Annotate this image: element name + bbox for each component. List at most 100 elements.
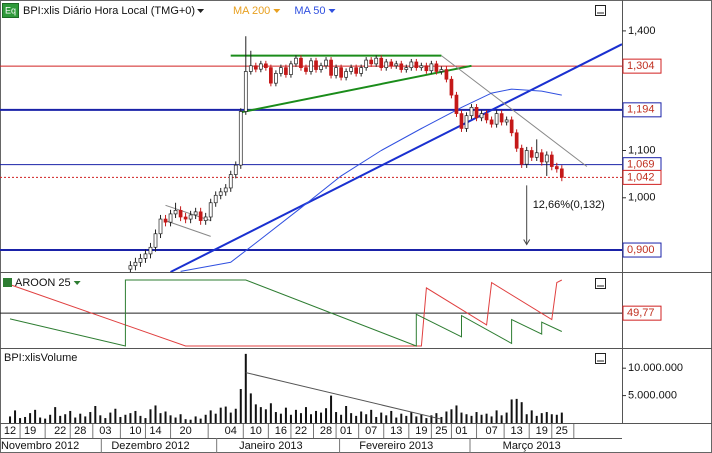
close-button[interactable] [595, 278, 606, 289]
trend-line [245, 372, 442, 420]
candle-body [509, 119, 514, 134]
candle-body [203, 216, 208, 221]
candle-body [153, 233, 158, 248]
level-label: 1,194 [627, 104, 655, 116]
candle-body [138, 258, 143, 263]
legend-label: BPI:xlisVolume [4, 352, 77, 364]
x-tick-label: 12 [4, 425, 16, 437]
dropdown-arrow [197, 9, 205, 13]
price-panel [0, 36, 622, 272]
x-tick-label: 19 [415, 425, 427, 437]
candle-body [519, 147, 524, 165]
candle-body [128, 265, 133, 270]
y-tick-label: 1,100 [628, 144, 656, 156]
candle-body [319, 65, 323, 70]
x-tick-label: 25 [556, 425, 568, 437]
candle-body [264, 63, 268, 69]
candle-body [188, 214, 193, 220]
candle-body [514, 132, 519, 149]
trend-line [441, 55, 588, 167]
level-label: 1,069 [627, 159, 655, 171]
candle-body [399, 63, 404, 70]
candle-body [294, 57, 298, 65]
x-tick-label: 04 [225, 425, 237, 437]
x-tick-label: 25 [435, 425, 447, 437]
aroon-line [9, 279, 563, 347]
candle-body [233, 164, 238, 175]
dropdown-arrow [328, 9, 336, 13]
level-label: 1,304 [627, 60, 655, 72]
candle-body [324, 59, 328, 67]
candle-body [279, 67, 283, 74]
candle-body [409, 61, 414, 69]
x-tick-label: 07 [365, 425, 377, 437]
candle-body [163, 218, 168, 223]
candle-body [544, 154, 549, 163]
level-label: 49,77 [627, 307, 655, 319]
x-tick-label: 07 [485, 425, 497, 437]
y-tick-label: 1,400 [628, 25, 656, 37]
candle-body [529, 150, 534, 158]
candle-body [449, 78, 454, 96]
y-tick-label: 5.000.000 [628, 389, 677, 401]
candle-body [419, 65, 424, 69]
x-tick-label: 22 [295, 425, 307, 437]
x-tick-label: 14 [149, 425, 161, 437]
candle-body [168, 213, 173, 223]
candle-body [274, 73, 278, 84]
candle-body [484, 113, 489, 121]
candle-body [258, 63, 263, 70]
x-tick-label: 16 [275, 425, 287, 437]
x-tick-label: 13 [511, 425, 523, 437]
candle-body [384, 61, 389, 69]
candle-body [504, 119, 509, 123]
candle-body [474, 107, 479, 119]
candle-body [198, 211, 203, 221]
x-tick-label: 19 [24, 425, 36, 437]
candle-body [339, 67, 343, 78]
legend-label: BPI:xlis Diário Hora Local (TMG+0) [23, 5, 195, 17]
y-tick-label: 1,000 [628, 192, 656, 204]
x-tick-label: 01 [455, 425, 467, 437]
candle-body [429, 63, 434, 72]
candle-body [289, 63, 293, 75]
close-button[interactable] [595, 5, 606, 16]
candle-body [379, 57, 384, 69]
candle-body [524, 150, 529, 165]
candle-body [369, 59, 374, 65]
level-label-box [622, 242, 662, 258]
arrow-head [523, 239, 531, 246]
candle-body [269, 67, 273, 84]
x-tick-label: 28 [320, 425, 332, 437]
candle-body [354, 67, 358, 74]
x-tick-label: 28 [74, 425, 86, 437]
candle-body [559, 168, 564, 178]
dropdown-arrow [73, 281, 81, 285]
candle-body [359, 67, 364, 74]
y-tick-label: 10.000.000 [628, 362, 683, 374]
month-label: Novembro 2012 [1, 440, 79, 452]
candle-body [494, 113, 499, 125]
candle-body [148, 246, 153, 255]
volume-panel [9, 353, 563, 423]
x-tick-label: 01 [340, 425, 352, 437]
measure-label: 12,66%(0,132) [533, 199, 605, 211]
candle-body [549, 154, 554, 167]
dropdown-arrow [273, 9, 281, 13]
candle-body [444, 69, 449, 80]
candle-body [349, 67, 353, 72]
candle-body [314, 60, 318, 70]
candle-body [439, 69, 444, 72]
candle-body [143, 253, 148, 259]
candle-body [464, 115, 469, 129]
trend-line [165, 204, 211, 222]
candle-body [218, 191, 223, 196]
candle-body [479, 113, 484, 119]
month-label: Março 2013 [503, 440, 561, 452]
candle-body [404, 67, 409, 70]
candle-body [299, 57, 303, 69]
month-label: Fevereiro 2013 [359, 440, 433, 452]
close-button[interactable] [595, 353, 606, 364]
candle-body [309, 60, 313, 72]
candle-body [238, 111, 243, 166]
